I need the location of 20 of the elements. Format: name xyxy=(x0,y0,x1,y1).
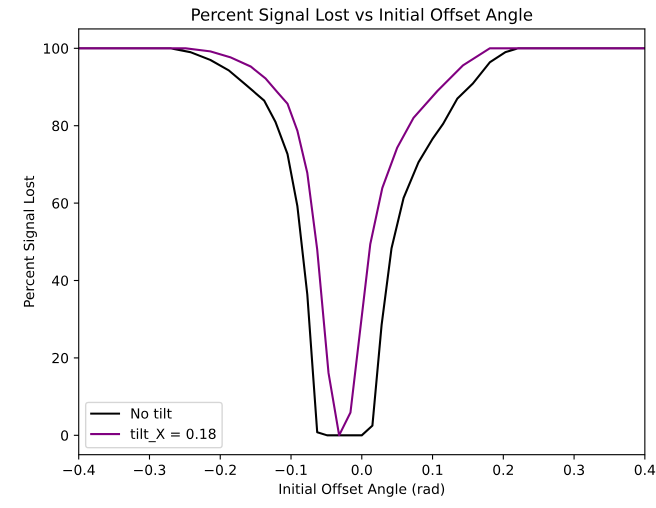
x-axis-title: Initial Offset Angle (rad) xyxy=(280,483,444,497)
y-tick-label: 0 xyxy=(61,430,68,441)
x-tick-label: −0.4 xyxy=(63,464,95,476)
y-tick-label: 100 xyxy=(44,43,68,54)
x-tick-label: 0.3 xyxy=(564,464,584,476)
x-tick-label: 0.0 xyxy=(352,464,372,476)
x-tick-label: 0.4 xyxy=(634,464,656,476)
legend-label: No tilt xyxy=(131,408,172,419)
chart-title: Percent Signal Lost vs Initial Offset Angle xyxy=(192,8,532,24)
y-tick-label: 20 xyxy=(52,352,68,364)
x-tick-label: 0.1 xyxy=(422,464,442,476)
x-tick-label: −0.3 xyxy=(134,464,166,476)
x-tick-label: −0.1 xyxy=(276,464,307,476)
y-axis-title: Percent Signal Lost xyxy=(23,176,37,307)
y-tick-label: 80 xyxy=(52,120,68,132)
x-tick-label: 0.2 xyxy=(493,464,513,476)
legend-label: tilt_X = 0.18 xyxy=(130,428,216,442)
y-tick-label: 40 xyxy=(52,275,68,286)
y-tick-label: 60 xyxy=(52,198,68,209)
x-tick-label: −0.2 xyxy=(204,464,236,476)
